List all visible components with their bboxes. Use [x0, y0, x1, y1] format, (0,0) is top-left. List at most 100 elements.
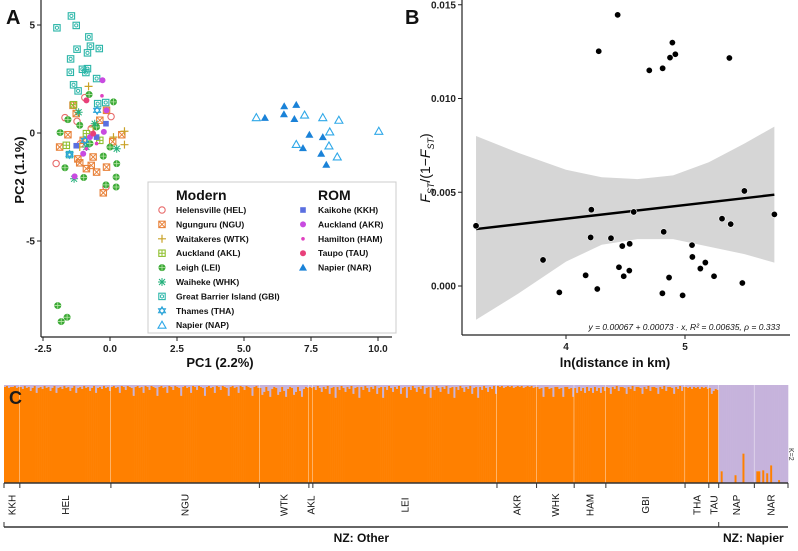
bar-cluster1 — [182, 386, 185, 483]
bar-cluster1 — [643, 386, 646, 483]
bar-cluster1 — [209, 387, 213, 483]
bar-cluster2 — [702, 385, 706, 388]
bar-cluster1 — [572, 396, 575, 483]
bar-cluster2 — [281, 385, 284, 387]
legend-item-nar: Napier (NAR) — [299, 263, 372, 273]
bar-cluster1 — [397, 385, 401, 483]
bar-cluster1 — [481, 389, 484, 483]
bar-cluster1 — [370, 386, 373, 483]
bar-cluster2 — [376, 385, 379, 394]
bar-cluster2 — [174, 385, 177, 386]
pca-point-ngu — [102, 163, 111, 171]
bar-cluster2 — [69, 385, 72, 391]
bar-cluster2 — [477, 385, 480, 398]
bar-cluster1 — [378, 387, 381, 483]
legend-label: Auckland (AKL) — [176, 248, 241, 258]
bar-cluster1 — [176, 386, 179, 483]
bar-cluster2 — [558, 385, 561, 389]
bar-cluster2 — [388, 385, 391, 386]
ibd-point — [665, 274, 673, 282]
bar-cluster2 — [647, 385, 650, 386]
panel-a-pca: A -2.5 0.0 2.5 5.0 7.5 10.0 5 0 -5 PC1 (2.2%) PC… — [6, 0, 397, 370]
bar-cluster2 — [493, 385, 496, 386]
y-tick-label: 0.015 — [431, 0, 456, 11]
y-tick-label: 0.010 — [431, 94, 456, 105]
bar-cluster2 — [665, 385, 668, 391]
bar-cluster1 — [227, 395, 230, 483]
structure-group-akr — [496, 385, 537, 483]
bar-cluster1 — [675, 386, 678, 483]
bar-cluster1 — [19, 386, 23, 483]
legend-marker-icon — [158, 278, 166, 286]
bar-cluster1 — [200, 386, 203, 483]
bar-cluster1 — [603, 390, 607, 483]
bar-cluster2 — [772, 385, 775, 483]
x-tick-label: 10.0 — [368, 344, 388, 355]
ibd-point — [718, 215, 726, 223]
bar-cluster2 — [75, 385, 78, 393]
bar-cluster2 — [205, 385, 209, 387]
bar-cluster1 — [609, 393, 613, 483]
bar-cluster1 — [188, 386, 191, 483]
bar-cluster1 — [251, 395, 254, 483]
bar-cluster1 — [427, 386, 430, 483]
bar-cluster2 — [752, 385, 755, 483]
ibd-point — [727, 220, 735, 228]
bar-cluster1 — [457, 389, 460, 483]
bar-cluster1 — [310, 387, 314, 483]
bar-cluster1 — [97, 387, 100, 483]
bar-cluster1 — [334, 397, 337, 483]
bar-cluster2 — [564, 385, 567, 387]
bar-cluster2 — [312, 385, 316, 387]
bar-cluster2 — [605, 385, 609, 387]
ylabel-f2: F — [417, 148, 433, 158]
bar-cluster1 — [401, 387, 405, 483]
bar-cluster2 — [124, 385, 128, 390]
bar-cluster2 — [586, 385, 589, 387]
bar-cluster2 — [235, 385, 238, 387]
bar-cluster1 — [71, 387, 74, 483]
bar-cluster2 — [552, 385, 555, 397]
pca-point-akl — [69, 100, 78, 109]
bar-cluster1 — [362, 389, 365, 483]
bar-cluster1 — [778, 480, 781, 483]
bar-cluster1 — [516, 385, 520, 483]
bar-cluster1 — [118, 392, 122, 483]
bar-cluster2 — [158, 385, 161, 387]
bar-cluster2 — [340, 385, 343, 386]
bar-cluster1 — [526, 385, 529, 483]
bar-cluster2 — [338, 385, 341, 390]
bar-cluster1 — [756, 471, 759, 483]
bar-cluster1 — [41, 388, 44, 483]
bar-cluster1 — [348, 388, 351, 483]
legend-item-wtk: Waitakeres (WTK) — [158, 234, 249, 244]
bar-cluster2 — [623, 385, 626, 388]
bar-cluster2 — [667, 385, 670, 387]
bar-cluster1 — [231, 385, 234, 483]
bar-cluster2 — [257, 385, 260, 388]
bar-cluster2 — [128, 385, 132, 387]
bar-cluster2 — [146, 385, 149, 387]
bar-cluster2 — [255, 385, 258, 386]
bar-cluster2 — [706, 385, 710, 389]
bar-cluster1 — [148, 389, 151, 483]
bar-cluster2 — [47, 385, 50, 387]
bar-cluster1 — [49, 390, 52, 483]
bar-cluster1 — [308, 386, 312, 483]
bar-cluster1 — [445, 385, 448, 483]
bar-cluster1 — [712, 390, 716, 483]
bar-cluster2 — [546, 385, 549, 387]
bar-cluster2 — [229, 385, 232, 387]
bar-cluster2 — [690, 385, 694, 389]
bar-cluster2 — [168, 385, 171, 386]
y-tick-label: -5 — [26, 237, 35, 248]
ibd-ticks: 4 5 0.015 0.010 0.005 0.000 — [431, 0, 688, 353]
bar-cluster2 — [55, 385, 58, 393]
group-label-gbi: GBI — [641, 496, 652, 513]
bar-cluster2 — [471, 385, 474, 394]
bar-cluster1 — [556, 386, 559, 483]
bar-cluster2 — [704, 385, 708, 387]
pca-point-nap — [332, 151, 343, 161]
bar-cluster1 — [23, 385, 27, 483]
bar-cluster2 — [267, 385, 270, 391]
